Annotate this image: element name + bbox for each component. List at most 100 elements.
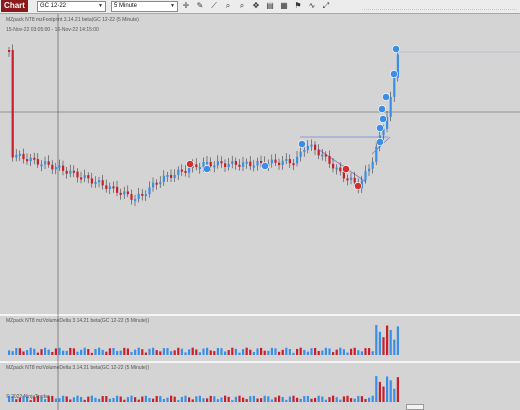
delta-bar [22,351,24,355]
delta-bar [375,376,377,402]
delta-bar [274,348,276,355]
indicators-icon[interactable]: ∿ [307,0,317,12]
chart-area[interactable]: MZpack NT8 mzFootprint 3.14.21 beta(GC 1… [0,14,520,410]
date-range-label: 15-Nov-22 03:05:00 - 16-Nov-22 14:15:00 [6,27,99,33]
candle-body [285,159,287,161]
candle-body [170,175,172,178]
candle-body [393,78,395,97]
delta-bar [310,348,312,355]
delta-bar [195,396,197,402]
delta-bar [76,396,78,402]
delta-bar [40,349,42,355]
delta-bar [181,349,183,355]
candle-body [58,166,60,168]
delta-bar [152,399,154,402]
candle-body [231,161,233,164]
zoom-out-icon[interactable]: ⌕ [237,0,247,12]
delta-bar [170,396,172,402]
candle-body [289,159,291,163]
footprint-marker [392,45,399,52]
delta-bar [238,353,240,355]
move-icon[interactable]: ✥ [251,0,261,12]
delta-bar [386,376,388,402]
delta-bar [307,396,309,402]
footprint-marker [298,140,305,147]
delta-bar [134,350,136,355]
delta-bar [357,396,359,402]
delta-bar [238,396,240,402]
chart-tab[interactable]: Chart [1,0,28,12]
interval-value: 5 Minute [114,3,137,9]
candle-body [364,171,366,180]
delta-bar [138,400,140,402]
delta-bar [249,396,251,402]
delta-bar [130,352,132,355]
candle-body [48,161,50,165]
footprint-marker [186,160,193,167]
zoom-in-icon[interactable]: ⌕ [223,0,233,12]
delta-bar [256,348,258,355]
delta-bar [123,400,125,402]
candle-body [30,158,32,161]
strategy-icon[interactable]: ⚑ [293,0,303,12]
scrollbar-handle[interactable] [406,404,424,410]
candle-body [62,166,64,171]
candle-body [112,186,114,188]
candle-body [174,175,176,178]
crosshair-icon[interactable]: ✛ [181,0,191,12]
candle-body [217,161,219,165]
delta-bar [15,348,17,355]
toolbar-empty-area [362,2,517,10]
delta-bar [33,349,35,355]
candle-body [246,162,248,164]
ruler-icon[interactable]: ⟋ [209,0,219,12]
delta-bar [310,399,312,402]
properties-icon[interactable]: ▦ [279,0,289,12]
delta-bar [339,400,341,402]
candle-body [66,171,68,174]
delta-bar [19,348,21,355]
delta-bar [274,397,276,402]
delta-bar [148,349,150,355]
interval-selector[interactable]: 5 Minute ▼ [111,1,178,12]
candle-body [76,172,78,178]
candle-body [130,194,132,200]
delta-bar [314,398,316,402]
instrument-selector[interactable]: GC 12-22 ▼ [37,1,106,12]
delta-bar [264,396,266,402]
delta-bar [80,397,82,402]
delta-bar [224,396,226,402]
delta-bar [235,397,237,402]
delta-bar [332,396,334,402]
delta-bar [73,397,75,402]
delta-bar [271,348,273,355]
delta-bar [84,348,86,355]
delta-bar [37,353,39,355]
footprint-marker [376,138,383,145]
save-icon[interactable]: ▤ [265,0,275,12]
candle-body [91,178,93,183]
candle-body [87,175,89,178]
chart-canvas[interactable] [0,14,520,410]
delta-bar [372,351,374,355]
candle-body [141,194,143,196]
delta-bar [246,348,248,355]
delta-bar [264,351,266,355]
delta-bar [166,348,168,355]
delta-bar [134,397,136,402]
candle-body [163,176,165,182]
delta-bar [91,396,93,402]
delta-bar [66,351,68,355]
candle-body [318,150,320,155]
expand-icon[interactable]: ⤢ [321,0,331,12]
candle-body [296,157,298,163]
pencil-icon[interactable]: ✎ [195,0,205,12]
delta-bar [48,350,50,355]
delta-bar [120,351,122,355]
delta-bar [55,398,57,402]
delta-bar [159,351,161,355]
delta-bar [336,350,338,355]
candle-body [26,159,28,161]
candle-body [325,154,327,156]
delta-bar [199,396,201,402]
